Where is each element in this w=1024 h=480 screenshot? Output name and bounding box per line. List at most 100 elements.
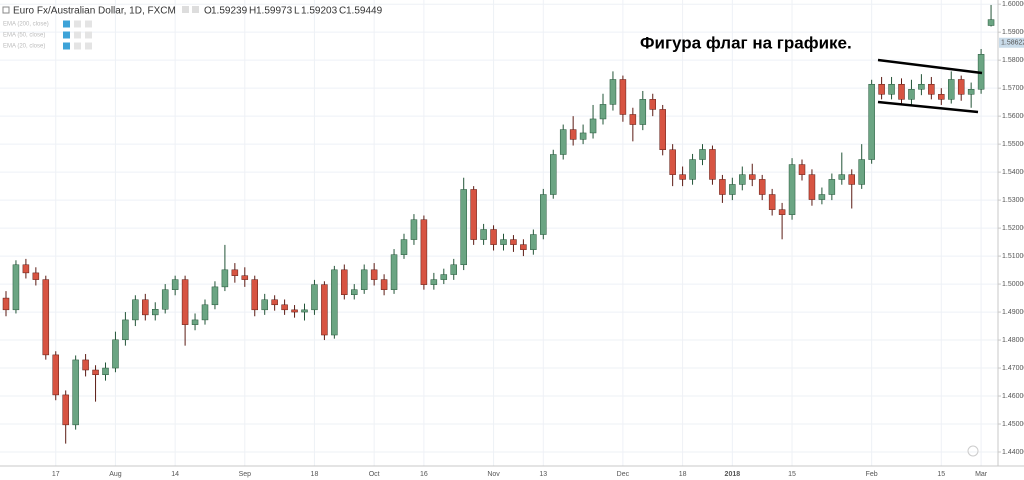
candle-body — [808, 174, 816, 200]
candle-body — [460, 189, 467, 266]
candle-body — [957, 79, 965, 95]
flag-lower-line — [877, 100, 979, 114]
candle-body — [689, 159, 696, 180]
candle-body — [858, 159, 865, 185]
ohlc-letter: O — [204, 6, 212, 17]
ohlc-readout: O 1.59239 H 1.59973 L 1.59203 C 1.59449 — [182, 6, 383, 17]
indicator-eye[interactable] — [63, 20, 70, 28]
candle-body — [530, 234, 537, 250]
indicator-eye[interactable] — [63, 31, 70, 39]
candle-body — [818, 194, 826, 200]
candle-body — [659, 109, 666, 150]
close-icon[interactable] — [192, 6, 199, 13]
candle-body — [370, 269, 378, 280]
x-tick-label: 15 — [937, 471, 945, 478]
candle-body — [102, 367, 109, 376]
candle-body — [161, 289, 169, 310]
candle-body — [619, 79, 627, 115]
candle-body — [132, 299, 139, 321]
y-tick-label: 1.44000 — [1002, 449, 1024, 456]
candle-body — [649, 99, 656, 110]
annotation: Фигура флаг на графике. — [640, 33, 852, 52]
candle-body — [768, 194, 776, 210]
ohlc-letter: C — [339, 6, 346, 17]
indicator-close[interactable] — [85, 20, 92, 28]
candle-body — [291, 309, 298, 313]
candle-body — [848, 174, 855, 185]
indicator-eye[interactable] — [63, 42, 70, 50]
y-tick-label: 1.47000 — [1002, 365, 1024, 372]
candle-body — [888, 83, 895, 95]
candle-body — [152, 309, 159, 316]
candle-body — [569, 129, 577, 140]
candle-body — [609, 79, 617, 105]
x-tick-label: Mar — [975, 471, 988, 478]
indicator-settings[interactable] — [74, 42, 81, 50]
candle-body — [32, 272, 40, 280]
candle-body — [908, 89, 915, 100]
indicator-close[interactable] — [85, 31, 92, 39]
candle-body — [62, 394, 69, 426]
y-tick-label: 1.51000 — [1002, 253, 1024, 260]
ohlc-value: 1.59239 — [211, 6, 248, 17]
grid — [0, 0, 998, 466]
candle-body — [788, 164, 796, 215]
candle-body — [52, 354, 59, 396]
candle-body — [420, 219, 428, 285]
settings-icon[interactable] — [182, 6, 189, 13]
candle-body — [450, 264, 457, 275]
candle-body — [778, 209, 786, 215]
candle-body — [679, 174, 686, 180]
candle-body — [729, 184, 736, 195]
candle-body — [331, 269, 338, 336]
candle-body — [599, 104, 607, 120]
scroll-button[interactable] — [967, 445, 979, 457]
candle-body — [868, 83, 875, 160]
candle-body — [540, 194, 547, 235]
y-tick-label: 1.60000 — [1002, 1, 1024, 8]
candle-body — [440, 274, 448, 280]
candle-body — [878, 83, 885, 95]
candle-body — [92, 369, 99, 376]
price-tag — [999, 37, 1024, 48]
y-tick-label: 1.48000 — [1002, 337, 1024, 344]
candle-body — [301, 309, 308, 313]
candle-body — [201, 304, 209, 321]
y-tick-label: 1.55000 — [1002, 141, 1024, 148]
y-tick-label: 1.56000 — [1002, 113, 1024, 120]
candle-body — [719, 179, 726, 195]
candle-body — [22, 264, 30, 274]
candle-body — [2, 297, 10, 311]
candle-body — [550, 154, 557, 195]
candle-body — [181, 279, 189, 325]
candle-body — [749, 174, 756, 180]
y-tick-label: 1.53000 — [1002, 197, 1024, 204]
candle-body — [559, 129, 567, 155]
candle-body — [709, 149, 716, 180]
candle-body — [341, 269, 348, 295]
symbol-icon — [2, 6, 10, 14]
candle-body — [42, 279, 50, 356]
candle-body — [221, 269, 229, 288]
candle-body — [171, 279, 179, 290]
x-tick-label: Dec — [617, 471, 630, 478]
candle-body — [500, 239, 507, 245]
y-tick-label: 1.59000 — [1002, 29, 1024, 36]
y-tick-label: 1.49000 — [1002, 309, 1024, 316]
indicators: EMA (200, close) EMA (50, close) EMA (20, … — [3, 20, 92, 50]
candle-body — [360, 269, 368, 290]
indicator-settings[interactable] — [74, 31, 81, 39]
chart-title: Euro Fx/Australian Dollar, 1D, FXCM — [13, 6, 176, 17]
candle-body — [798, 164, 806, 175]
candle-body — [122, 319, 129, 341]
indicator-close[interactable] — [85, 42, 92, 50]
candle-body — [828, 179, 836, 195]
indicator-settings[interactable] — [74, 20, 81, 28]
candle-body — [191, 319, 199, 325]
y-tick-label: 1.50000 — [1002, 281, 1024, 288]
candle-body — [261, 299, 268, 311]
candle-body — [589, 118, 597, 134]
x-tick-label: 13 — [539, 471, 547, 478]
candle-body — [579, 132, 587, 140]
candle-body — [739, 174, 746, 185]
